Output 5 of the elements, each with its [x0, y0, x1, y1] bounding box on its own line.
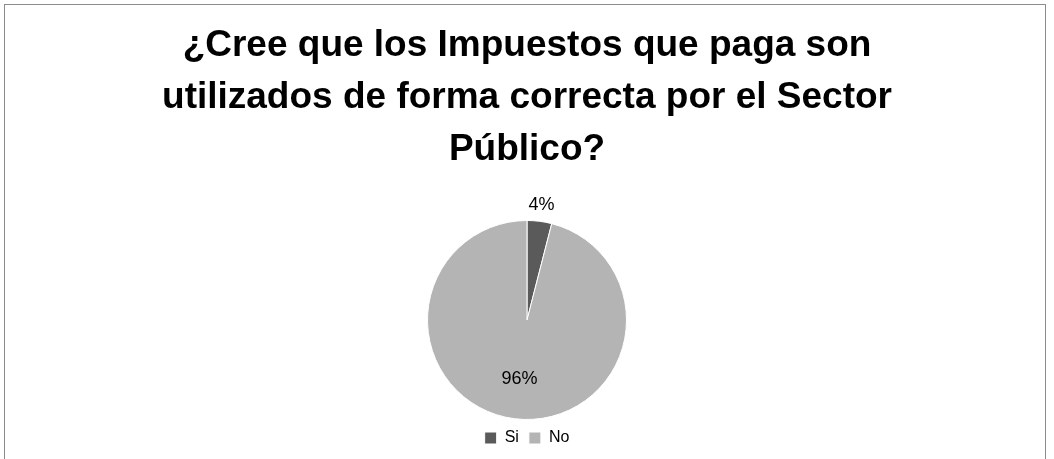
data-label: 96%	[501, 368, 538, 389]
legend-label: Si	[504, 428, 519, 446]
data-label: 4%	[528, 194, 555, 215]
chart-title: ¿Cree que los Impuestos que paga son utilizados de forma correcta por el Sector Público?	[161, 22, 893, 170]
legend-label: No	[548, 428, 570, 446]
